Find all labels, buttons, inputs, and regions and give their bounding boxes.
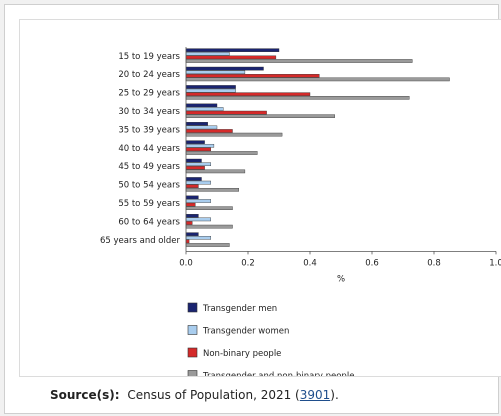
bar xyxy=(185,103,218,108)
category-label: 60 to 64 years xyxy=(118,217,180,227)
legend-swatch xyxy=(187,325,198,335)
bar xyxy=(185,129,233,133)
bar xyxy=(185,151,258,155)
x-tick-label: 0.4 xyxy=(303,258,317,268)
bar xyxy=(185,66,264,71)
bar xyxy=(185,202,196,207)
x-axis-label: % xyxy=(337,274,345,284)
x-tick-label: 0.0 xyxy=(179,258,193,268)
source-link[interactable]: 3901 xyxy=(299,388,331,402)
bar xyxy=(185,235,211,240)
category-label: 15 to 19 years xyxy=(118,52,180,62)
legend-swatch xyxy=(187,347,198,358)
bar xyxy=(185,140,205,144)
bar xyxy=(185,187,239,192)
bar xyxy=(185,85,236,89)
x-tick-label: 0.2 xyxy=(241,258,255,268)
bar xyxy=(185,59,413,63)
bar xyxy=(185,114,336,118)
category-label: 30 to 34 years xyxy=(118,107,180,117)
bar xyxy=(185,180,211,185)
category-label: 65 years and older xyxy=(100,236,180,246)
bar xyxy=(185,125,218,130)
category-label: 45 to 49 years xyxy=(118,162,180,172)
bar xyxy=(185,184,199,189)
legend-label: Transgender and non-binary people xyxy=(202,372,354,378)
bar xyxy=(185,206,233,211)
bar xyxy=(185,147,211,152)
bar xyxy=(185,143,215,148)
bar xyxy=(185,221,193,225)
bar xyxy=(185,121,208,126)
bar xyxy=(185,70,246,74)
legend-label: Transgender women xyxy=(202,327,289,337)
chart-panel: 15 to 19 years 20 to 24 years 25 to 29 yea… xyxy=(19,19,501,377)
bar xyxy=(185,199,211,203)
category-label: 40 to 44 years xyxy=(118,144,180,154)
bar xyxy=(185,232,199,237)
source-line: Source(s): Census of Population, 2021 (3… xyxy=(50,388,339,402)
bar xyxy=(185,195,199,200)
bar xyxy=(185,77,450,82)
bar xyxy=(185,52,230,56)
bar xyxy=(185,158,202,163)
chart-frame: 15 to 19 years 20 to 24 years 25 to 29 yea… xyxy=(4,4,501,414)
category-label: 50 to 54 years xyxy=(118,181,180,191)
bar xyxy=(185,132,283,137)
legend-swatch xyxy=(187,302,198,313)
bar xyxy=(185,95,410,100)
bar xyxy=(185,55,277,60)
source-suffix: ). xyxy=(330,388,339,402)
bar xyxy=(185,239,190,244)
bar xyxy=(185,88,236,93)
bar xyxy=(185,224,233,229)
legend-label: Transgender men xyxy=(202,304,277,314)
x-tick-label: 0.8 xyxy=(427,258,441,268)
bar xyxy=(185,110,267,115)
bar xyxy=(185,169,246,174)
source-label: Source(s): xyxy=(50,388,120,402)
x-tick-label: 0.6 xyxy=(365,258,379,268)
bar xyxy=(185,92,311,96)
legend-label: Non-binary people xyxy=(203,349,281,359)
bar xyxy=(185,213,199,218)
legend-swatch xyxy=(187,370,198,376)
x-tick-label: 1.0 xyxy=(489,258,501,268)
bar-chart: 15 to 19 years 20 to 24 years 25 to 29 yea… xyxy=(100,47,501,378)
bar xyxy=(185,165,205,170)
bar xyxy=(185,48,280,53)
category-label: 35 to 39 years xyxy=(118,125,180,135)
source-text: Census of Population, 2021 ( xyxy=(127,388,300,402)
bar xyxy=(185,74,320,78)
category-label: 20 to 24 years xyxy=(118,70,180,80)
bar xyxy=(185,107,224,111)
bar xyxy=(185,217,211,222)
bar xyxy=(185,243,230,247)
category-label: 25 to 29 years xyxy=(118,89,180,99)
category-label: 55 to 59 years xyxy=(118,199,180,209)
bar xyxy=(185,162,211,167)
bar xyxy=(185,177,202,181)
